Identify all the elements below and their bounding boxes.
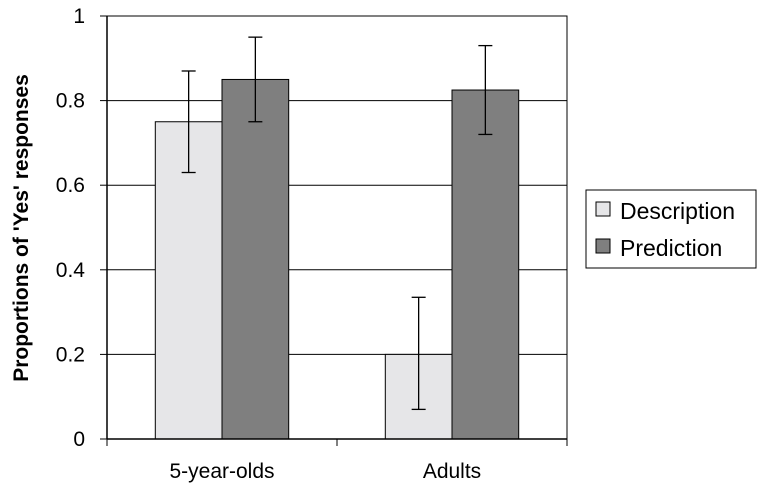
y-tick-label: 1 — [73, 5, 85, 28]
error-bars — [181, 36, 493, 411]
error-bar-prediction-adults — [478, 44, 493, 136]
x-tick-label-5-year-olds: 5-year-olds — [169, 460, 274, 483]
legend-label-prediction: Prediction — [620, 235, 722, 261]
legend: Description Prediction — [585, 189, 757, 269]
x-tick-labels: 5-year-olds Adults — [169, 460, 481, 483]
legend-swatch-prediction — [595, 238, 611, 254]
legend-label-description: Description — [620, 198, 735, 224]
y-tick-label: 0.8 — [56, 90, 85, 113]
y-tick-label: 0 — [73, 428, 85, 451]
y-tick-label: 0.4 — [56, 259, 86, 282]
bar-prediction-5-year-olds — [221, 78, 290, 440]
y-axis-label: Proportions of 'Yes' responses — [10, 74, 33, 382]
error-bar-prediction-5-year-olds — [248, 36, 263, 123]
bar-prediction-adults — [451, 89, 520, 440]
y-tick-label: 0.6 — [56, 174, 85, 197]
x-tick-label-adults: Adults — [423, 460, 481, 483]
y-tick-labels: 0 0.2 0.4 0.6 0.8 1 — [56, 5, 86, 451]
axes — [100, 15, 568, 446]
legend-box — [585, 189, 757, 269]
legend-swatch-description — [595, 201, 611, 217]
y-tick-label: 0.2 — [56, 343, 85, 366]
error-bar-description-adults — [411, 296, 426, 411]
error-bar-description-5-year-olds — [181, 70, 196, 174]
